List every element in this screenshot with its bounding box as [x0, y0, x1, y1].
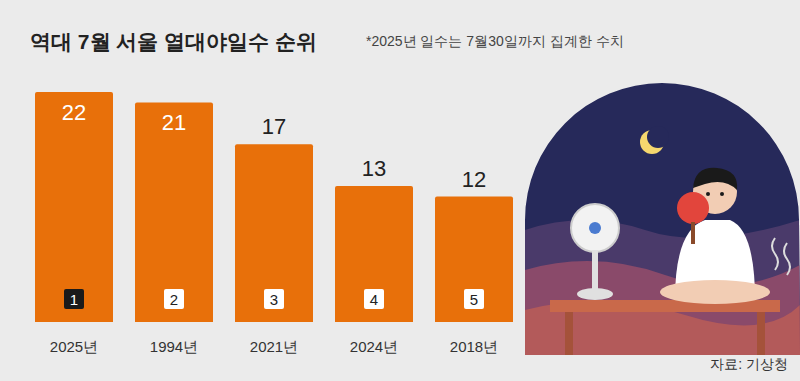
html-text:*2025년 일수는 7월30일까지 집계한 수치: *2025년 일수는 7월30일까지 집계한 수치 [366, 33, 624, 49]
svg-text:22: 22 [62, 100, 86, 125]
svg-text:5: 5 [470, 291, 478, 308]
html-text:역대 7월 서울 열대야일수 순위: 역대 7월 서울 열대야일수 순위 [30, 30, 317, 53]
svg-text:3: 3 [270, 291, 278, 308]
svg-text:1994년: 1994년 [150, 338, 198, 355]
html-text:자료: 기상청: 자료: 기상청 [710, 356, 788, 372]
svg-text:21: 21 [162, 110, 186, 135]
svg-text:2: 2 [170, 291, 178, 308]
svg-text:4: 4 [370, 291, 378, 308]
svg-text:12: 12 [462, 167, 486, 192]
svg-text:2018년: 2018년 [450, 338, 498, 355]
svg-text:2024년: 2024년 [350, 338, 398, 355]
svg-text:1: 1 [70, 291, 78, 308]
svg-text:2021년: 2021년 [250, 338, 298, 355]
svg-text:2025년: 2025년 [50, 338, 98, 355]
svg-text:17: 17 [262, 114, 286, 139]
svg-text:13: 13 [362, 156, 386, 181]
